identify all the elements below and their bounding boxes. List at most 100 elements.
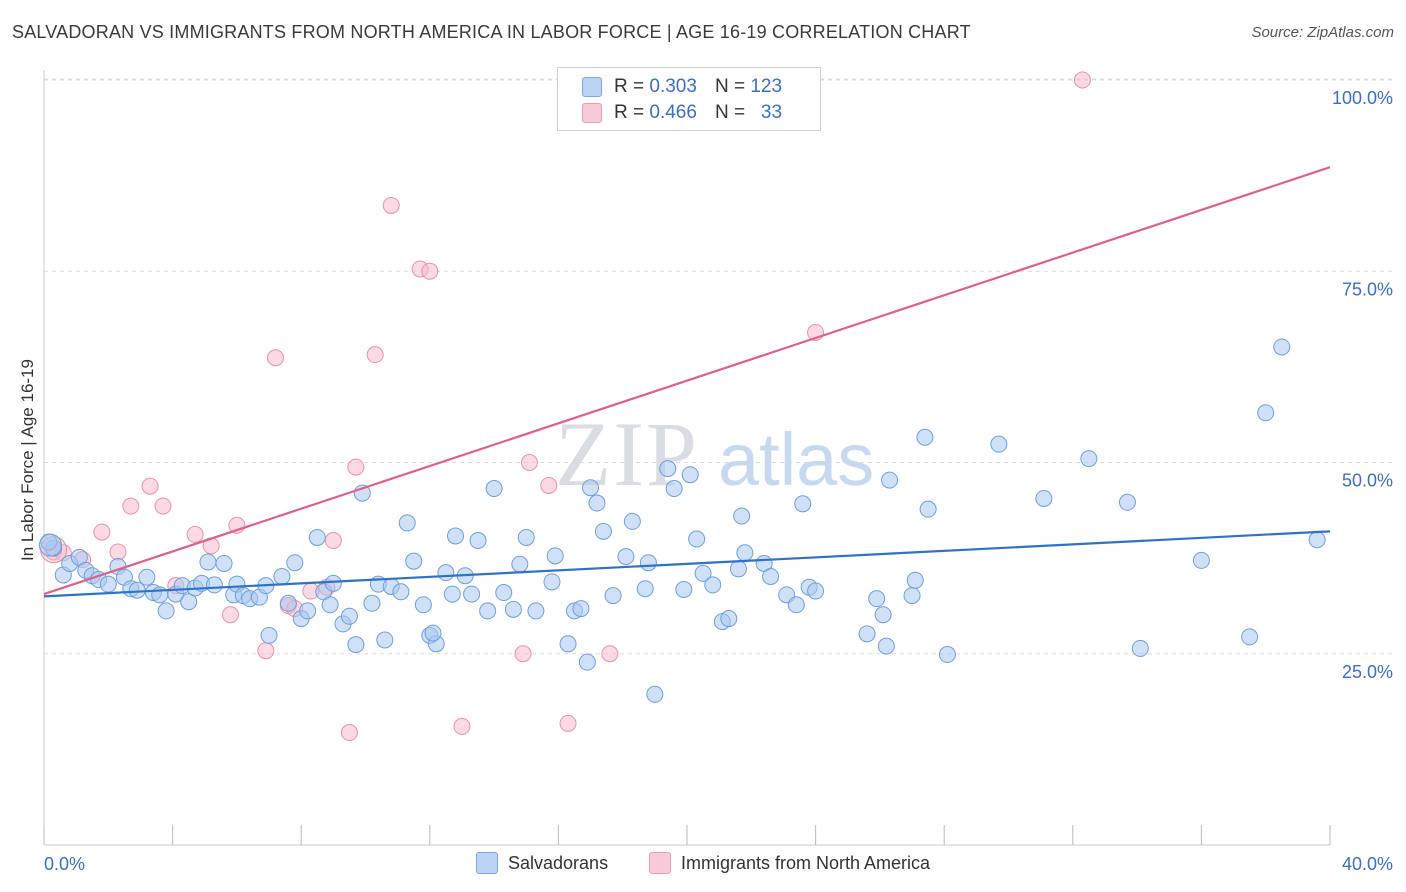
data-point-salvadorans [424,624,442,642]
x-tick-label-min: 0.0% [44,854,85,874]
legend-n-value: 123 [750,76,783,97]
legend-swatch-blue [476,852,498,874]
data-point-immigrants [559,714,577,732]
data-point-salvadorans [617,548,635,566]
data-point-salvadorans [1192,551,1210,569]
data-point-salvadorans [479,602,497,620]
watermark-atlas: atlas [718,418,874,501]
data-point-immigrants [382,196,400,214]
y-tick-label: 25.0% [1342,662,1393,682]
legend-swatch-pink [582,103,602,123]
data-point-salvadorans [527,602,545,620]
data-point-salvadorans [636,580,654,598]
data-point-salvadorans [604,587,622,605]
data-point-salvadorans [787,596,805,614]
data-point-immigrants [122,497,140,515]
data-point-salvadorans [99,575,117,593]
legend-r-label: R = [614,76,645,97]
source-credit: Source: ZipAtlas.com [1251,24,1394,41]
data-point-salvadorans [688,530,706,548]
data-point-immigrants [141,477,159,495]
legend-item-salvadorans: Salvadorans [476,852,608,874]
data-point-salvadorans [559,635,577,653]
data-point-salvadorans [877,637,895,655]
data-point-salvadorans [729,560,747,578]
data-point-salvadorans [1308,531,1326,549]
data-point-salvadorans [405,552,423,570]
data-point-salvadorans [1035,489,1053,507]
data-point-salvadorans [324,574,342,592]
data-point-salvadorans [903,587,921,605]
data-point-salvadorans [858,625,876,643]
data-point-salvadorans [1273,338,1291,356]
data-point-immigrants [366,346,384,364]
data-point-salvadorans [582,479,600,497]
legend-r-value: 0.466 [649,102,697,123]
x-tick-label-max: 40.0% [1342,854,1393,874]
data-point-immigrants [186,525,204,543]
data-point-immigrants [154,497,172,515]
data-point-salvadorans [485,480,503,498]
data-point-salvadorans [469,532,487,550]
data-point-salvadorans [517,528,535,546]
correlation-legend: R = 0.303 N = 123 R = 0.466 N = 33 [557,67,821,131]
data-point-salvadorans-cluster [38,533,62,557]
data-point-salvadorans [286,554,304,572]
legend-n-value: 33 [760,102,783,123]
data-point-salvadorans [572,600,590,618]
data-point-salvadorans [623,512,641,530]
data-point-salvadorans [938,646,956,664]
data-point-salvadorans [681,466,699,484]
data-point-salvadorans [447,527,465,545]
legend-n-label: N = [714,76,746,97]
data-point-immigrants [520,454,538,471]
data-point-salvadorans [543,573,561,591]
data-point-salvadorans [273,567,291,585]
data-point-salvadorans [392,583,410,601]
y-tick-label: 50.0% [1342,471,1393,491]
data-point-immigrants [221,606,239,624]
trend-line-salvadorans [43,530,1331,598]
trend-line-immigrants [43,166,1331,596]
data-point-salvadorans [906,571,924,589]
data-point-salvadorans [347,636,365,654]
y-tick-label: 100.0% [1332,88,1393,108]
data-point-salvadorans [990,435,1008,453]
data-point-salvadorans [299,602,317,620]
data-point-salvadorans [157,602,175,620]
data-point-immigrants [1073,71,1091,89]
data-point-immigrants [266,349,284,367]
data-point-salvadorans [463,585,481,603]
data-point-salvadorans [1131,639,1149,657]
data-point-immigrants [324,532,342,550]
data-point-salvadorans [437,564,455,582]
data-point-salvadorans [376,631,394,649]
data-point-salvadorans [321,596,339,614]
data-point-immigrants [93,523,111,541]
data-point-salvadorans [665,480,683,498]
data-point-salvadorans [646,685,664,703]
watermark: ZIP atlas [555,403,874,505]
data-point-salvadorans [588,494,606,512]
data-point-salvadorans [398,514,416,532]
legend-n-label: N = [714,102,746,123]
data-point-salvadorans [279,594,297,612]
data-point-salvadorans [138,568,156,586]
data-point-salvadorans [1241,628,1259,646]
chart-title: SALVADORAN VS IMMIGRANTS FROM NORTH AMER… [12,22,971,42]
y-axis-label: In Labor Force | Age 16-19 [18,359,37,561]
data-point-immigrants [347,458,365,476]
data-point-salvadorans [215,554,233,572]
data-point-salvadorans [874,606,892,624]
data-point-salvadorans [205,576,223,594]
data-point-salvadorans [443,585,461,603]
data-point-salvadorans [868,590,886,608]
data-point-salvadorans [733,507,751,525]
data-point-salvadorans [675,580,693,598]
trend-lines [43,166,1331,598]
data-point-salvadorans [659,460,677,478]
legend-r-value: 0.303 [649,76,697,97]
data-point-salvadorans [762,567,780,585]
legend-label-salvadorans: Salvadorans [508,852,609,873]
legend-swatch-blue [582,77,602,97]
